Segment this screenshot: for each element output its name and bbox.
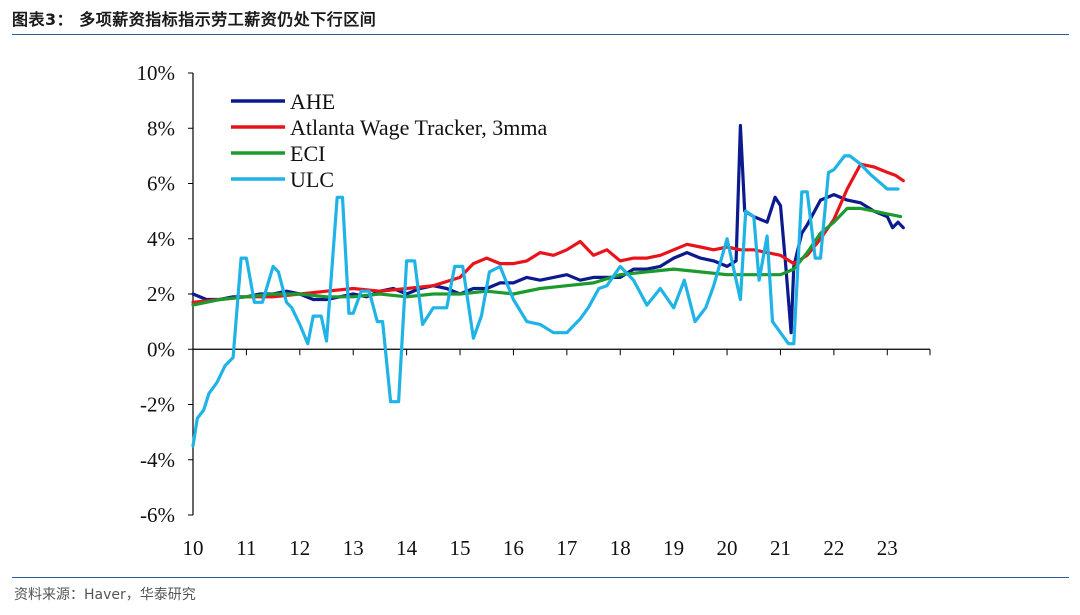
figure-title: 图表3： 多项薪资指标指示劳工薪资仍处下行区间 (12, 10, 377, 29)
source-note: 资料来源：Haver，华泰研究 (14, 587, 196, 603)
chart-tick-labels: 10% 8% 6% 4% 2% 0% -2% -4% -6% 10 11 12 13 14 15 16 17 18… (137, 61, 898, 560)
x-tick-label: 11 (236, 536, 256, 560)
x-tick-label: 23 (877, 536, 898, 560)
series-line-4 (191, 154, 900, 448)
legend-label: Atlanta Wage Tracker, 3mma (290, 115, 547, 140)
x-tick-label: 17 (556, 536, 577, 560)
x-tick-label: 19 (663, 536, 684, 560)
y-tick-label: -2% (140, 393, 175, 417)
x-tick-label: 21 (770, 536, 791, 560)
legend-label: AHE (290, 89, 335, 114)
x-tick-label: 10 (183, 536, 204, 560)
x-tick-label: 15 (450, 536, 471, 560)
x-tick-label: 18 (610, 536, 631, 560)
y-tick-label: -6% (140, 503, 175, 527)
y-tick-label: -4% (140, 448, 175, 472)
y-tick-label: 2% (147, 282, 175, 306)
x-tick-label: 20 (717, 536, 738, 560)
y-tick-label: 6% (147, 172, 175, 196)
x-tick-label: 22 (823, 536, 844, 560)
y-tick-label: 8% (147, 116, 175, 140)
y-tick-label: 0% (147, 337, 175, 361)
y-tick-label: 4% (147, 227, 175, 251)
legend-label: ECI (290, 141, 325, 166)
x-tick-label: 14 (396, 536, 418, 560)
bottom-rule (12, 577, 1069, 578)
line-chart: 10% 8% 6% 4% 2% 0% -2% -4% -6% 10 11 12 13 14 15 16 17 18… (137, 61, 931, 560)
y-tick-label: 10% (137, 61, 176, 85)
series-line-3 (191, 206, 903, 307)
legend-label: ULC (290, 167, 334, 192)
x-tick-label: 12 (289, 536, 310, 560)
series-line-2 (191, 162, 905, 304)
x-tick-label: 16 (503, 536, 524, 560)
x-tick-label: 13 (343, 536, 364, 560)
chart-series-lines (191, 123, 905, 448)
top-rule (12, 34, 1069, 35)
